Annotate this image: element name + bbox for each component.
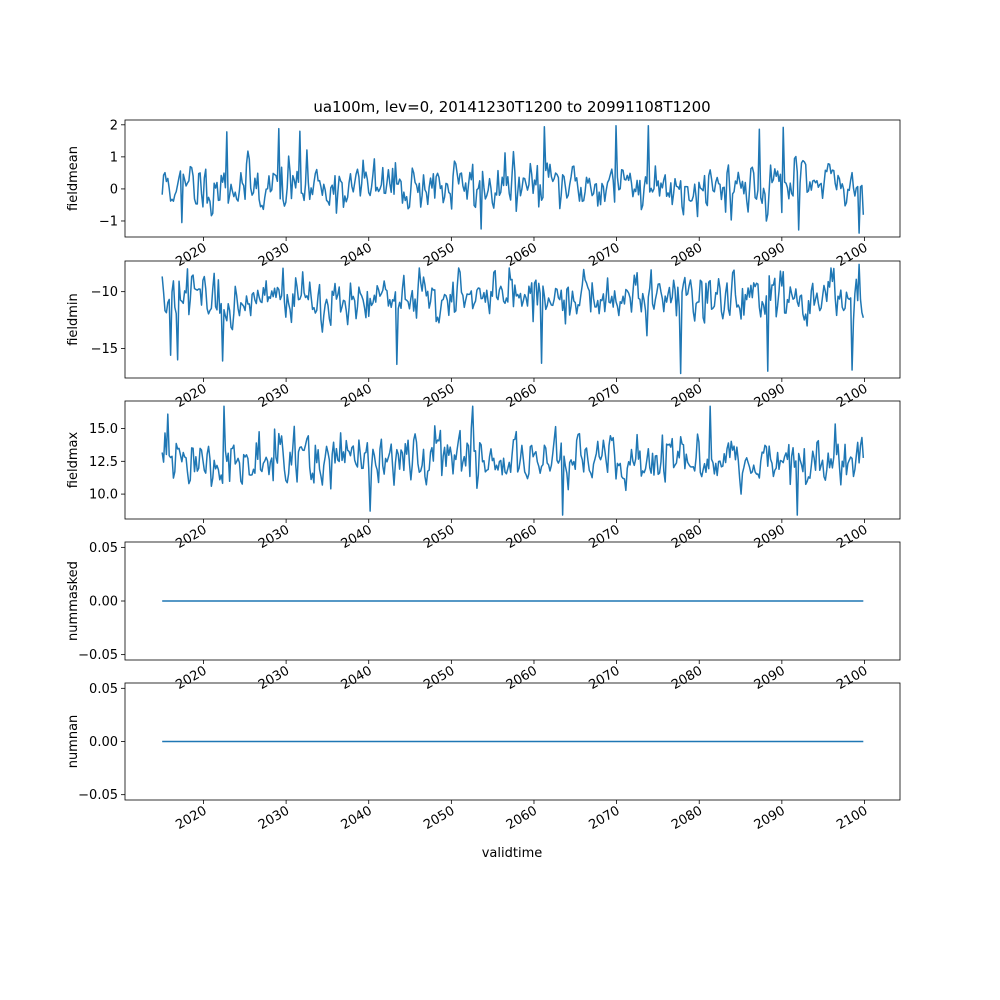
y-tick-label: 0.00 xyxy=(89,595,118,610)
y-tick-label: 10.0 xyxy=(89,488,118,503)
series-line-fieldmin xyxy=(161,263,865,375)
y-tick-label: −15 xyxy=(91,342,118,357)
axes-frame xyxy=(124,260,901,379)
y-axis-label: nummasked xyxy=(66,561,81,641)
series-line-fieldmean xyxy=(161,125,865,234)
y-axis-label: numnan xyxy=(66,715,81,769)
series-line-fieldmax xyxy=(161,405,865,516)
axes-frame xyxy=(124,119,901,238)
y-tick-label: 0 xyxy=(110,182,118,197)
y-tick-label: 2 xyxy=(110,118,118,133)
y-tick-label: −10 xyxy=(91,285,118,300)
y-tick-label: −0.05 xyxy=(78,788,118,803)
y-tick-label: 12.5 xyxy=(89,455,118,470)
y-axis-label: fieldmin xyxy=(66,293,81,346)
y-axis-label: fieldmax xyxy=(66,432,81,489)
y-tick-label: −1 xyxy=(99,214,118,229)
y-tick-label: 1 xyxy=(110,150,118,165)
y-tick-label: 15.0 xyxy=(89,422,118,437)
y-tick-label: 0.00 xyxy=(89,735,118,750)
y-tick-label: −0.05 xyxy=(78,648,118,663)
axes-frame xyxy=(124,400,901,520)
y-tick-label: 0.05 xyxy=(89,541,118,556)
y-axis-label: fieldmean xyxy=(66,146,81,211)
x-axis-label: validtime xyxy=(482,846,543,861)
y-tick-label: 0.05 xyxy=(89,682,118,697)
chart-title: ua100m, lev=0, 20141230T1200 to 20991108… xyxy=(313,98,710,116)
